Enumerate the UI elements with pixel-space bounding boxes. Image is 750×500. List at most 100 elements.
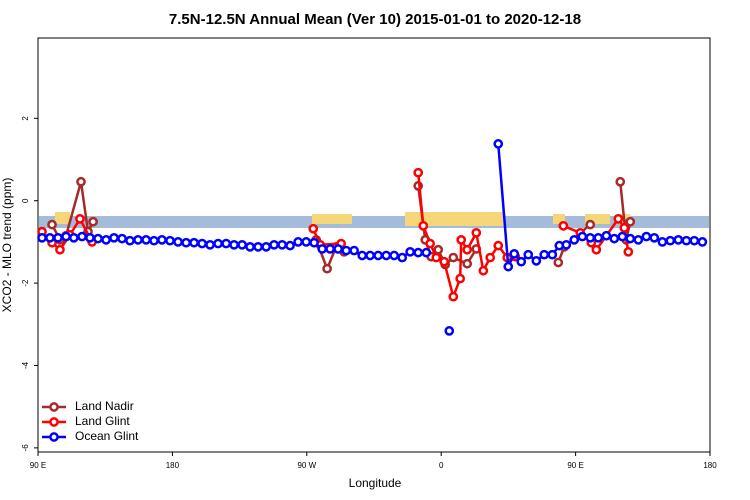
point — [471, 227, 482, 238]
point — [444, 326, 455, 336]
y-tick-label: -6 — [21, 444, 30, 452]
point — [547, 249, 558, 260]
point — [77, 231, 87, 242]
plot-frame — [37, 37, 711, 453]
point — [478, 265, 489, 276]
point — [503, 261, 514, 272]
point — [85, 232, 95, 243]
point — [633, 235, 644, 245]
x-tick-label: 90 E — [30, 461, 46, 470]
point — [397, 252, 408, 263]
point — [189, 237, 199, 248]
point — [539, 249, 550, 260]
chart-title: 7.5N-12.5N Annual Mean (Ver 10) 2015-01-… — [169, 11, 581, 28]
point — [322, 263, 332, 274]
point — [165, 235, 175, 246]
y-tick-label: -4 — [21, 361, 30, 369]
point — [133, 235, 143, 245]
point — [493, 139, 504, 149]
point — [619, 223, 630, 233]
legend-label: Land Glint — [75, 414, 130, 428]
y-axis-label: XCO2 - MLO trend (ppm) — [0, 178, 14, 313]
land-patch — [312, 214, 352, 224]
legend-label: Land Nadir — [75, 399, 134, 413]
point — [181, 237, 191, 248]
x-axis-label: Longitude — [349, 476, 402, 490]
x-tick-label: 0 — [439, 461, 444, 470]
point — [585, 219, 596, 230]
point — [577, 231, 588, 242]
y-tick-label: 0 — [21, 198, 30, 203]
point — [673, 235, 684, 245]
point — [625, 233, 636, 244]
point — [245, 242, 255, 252]
point — [485, 252, 496, 263]
point — [141, 235, 151, 245]
point — [205, 239, 215, 250]
point — [623, 246, 634, 257]
point — [516, 256, 527, 267]
point — [381, 250, 392, 261]
point — [433, 244, 444, 255]
point — [593, 232, 604, 243]
point — [333, 244, 344, 254]
point — [309, 237, 319, 248]
point — [229, 239, 239, 250]
point — [418, 220, 429, 231]
point — [68, 232, 79, 243]
legend-marker — [49, 402, 59, 412]
x-tick-label: 90 W — [297, 461, 316, 470]
point — [413, 167, 424, 178]
ocean-band — [39, 216, 709, 228]
point — [493, 240, 504, 251]
point — [117, 233, 127, 244]
point — [448, 291, 459, 302]
point — [76, 176, 86, 187]
point — [53, 232, 63, 243]
point — [373, 250, 384, 261]
point — [157, 235, 167, 245]
point — [308, 223, 319, 234]
point — [455, 273, 466, 284]
point — [109, 232, 119, 243]
point — [365, 250, 375, 261]
point — [591, 244, 602, 255]
point — [431, 252, 442, 263]
point — [558, 220, 569, 231]
point — [325, 244, 335, 254]
point — [421, 247, 432, 258]
point — [689, 235, 700, 246]
point — [641, 231, 652, 242]
legend-label: Ocean Glint — [75, 429, 139, 443]
point — [609, 233, 620, 244]
point — [93, 233, 103, 244]
point — [277, 239, 288, 250]
point — [697, 237, 708, 247]
point — [213, 238, 223, 249]
point — [615, 176, 626, 187]
point — [439, 256, 450, 267]
point — [221, 238, 232, 249]
point — [341, 245, 352, 256]
point — [462, 244, 473, 255]
point — [413, 247, 424, 258]
point — [561, 239, 572, 250]
point — [349, 245, 359, 256]
point — [681, 235, 692, 246]
point — [509, 249, 520, 259]
point — [456, 235, 467, 245]
land-patch — [55, 212, 70, 224]
point — [585, 232, 596, 243]
point — [425, 238, 435, 249]
point — [285, 240, 295, 251]
point — [125, 235, 135, 246]
point — [301, 237, 312, 247]
x-tick-label: 90 E — [567, 461, 583, 470]
point — [149, 235, 159, 246]
point — [253, 242, 263, 252]
point — [269, 239, 279, 250]
point — [75, 213, 85, 224]
point — [293, 237, 303, 247]
